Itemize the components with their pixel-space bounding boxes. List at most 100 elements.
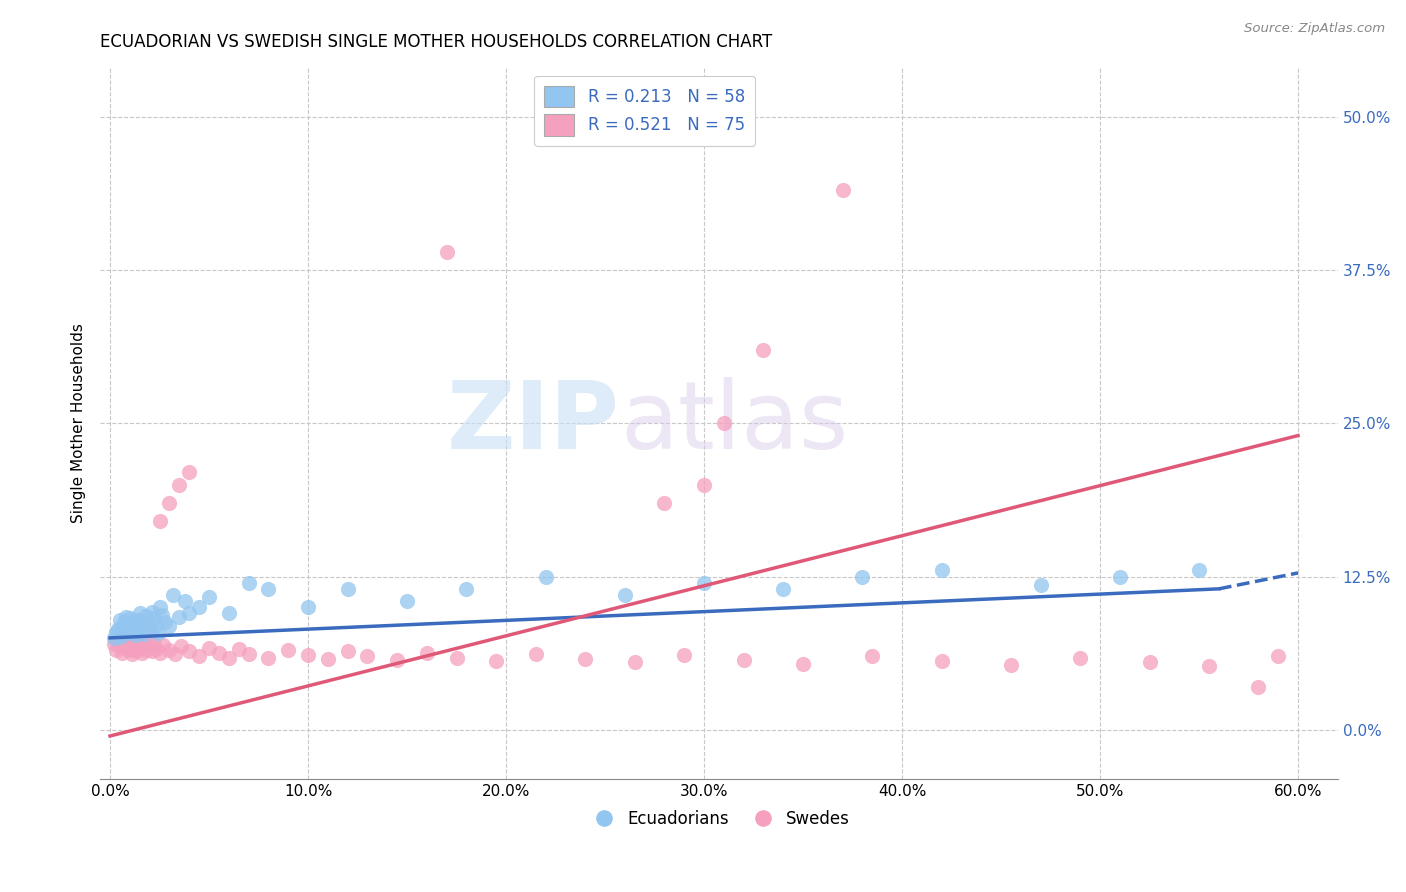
- Point: [752, 343, 775, 357]
- Text: Source: ZipAtlas.com: Source: ZipAtlas.com: [1244, 22, 1385, 36]
- Point: [135, 608, 157, 623]
- Point: [121, 647, 143, 661]
- Point: [169, 610, 191, 624]
- Point: [108, 613, 131, 627]
- Point: [152, 638, 174, 652]
- Point: [125, 618, 148, 632]
- Point: [159, 643, 181, 657]
- Point: [524, 647, 547, 661]
- Point: [1000, 657, 1022, 672]
- Point: [121, 617, 143, 632]
- Point: [117, 636, 139, 650]
- Point: [141, 605, 163, 619]
- Point: [107, 634, 129, 648]
- Point: [108, 631, 131, 645]
- Point: [112, 615, 135, 629]
- Point: [141, 644, 163, 658]
- Point: [115, 634, 138, 648]
- Point: [115, 618, 138, 632]
- Point: [131, 615, 153, 629]
- Point: [162, 588, 184, 602]
- Point: [733, 653, 755, 667]
- Point: [613, 588, 636, 602]
- Point: [238, 575, 260, 590]
- Point: [142, 637, 165, 651]
- Legend: Ecuadorians, Swedes: Ecuadorians, Swedes: [581, 804, 856, 835]
- Point: [131, 646, 153, 660]
- Point: [623, 656, 645, 670]
- Point: [1198, 659, 1220, 673]
- Point: [118, 621, 141, 635]
- Point: [170, 640, 193, 654]
- Point: [1188, 564, 1211, 578]
- Point: [122, 623, 145, 637]
- Point: [831, 183, 853, 197]
- Point: [395, 594, 418, 608]
- Point: [128, 621, 150, 635]
- Point: [159, 496, 181, 510]
- Point: [150, 607, 173, 622]
- Point: [188, 649, 211, 664]
- Point: [1247, 680, 1270, 694]
- Point: [188, 600, 211, 615]
- Point: [138, 623, 160, 637]
- Point: [179, 607, 201, 621]
- Point: [122, 614, 145, 628]
- Point: [1108, 569, 1130, 583]
- Point: [931, 654, 953, 668]
- Point: [218, 650, 240, 665]
- Point: [111, 646, 134, 660]
- Point: [228, 642, 250, 657]
- Point: [115, 610, 138, 624]
- Point: [128, 607, 150, 621]
- Point: [456, 582, 478, 596]
- Point: [574, 651, 596, 665]
- Point: [103, 637, 125, 651]
- Point: [118, 611, 141, 625]
- Point: [145, 642, 167, 657]
- Point: [132, 638, 155, 652]
- Point: [179, 466, 201, 480]
- Point: [142, 611, 165, 625]
- Point: [1069, 650, 1091, 665]
- Point: [138, 640, 160, 654]
- Point: [297, 600, 319, 615]
- Point: [860, 649, 883, 664]
- Point: [125, 644, 148, 658]
- Point: [118, 640, 141, 654]
- Point: [146, 626, 169, 640]
- Point: [436, 244, 458, 259]
- Point: [145, 618, 167, 632]
- Point: [118, 633, 141, 648]
- Point: [208, 646, 231, 660]
- Point: [165, 647, 187, 661]
- Point: [257, 582, 280, 596]
- Point: [1029, 578, 1052, 592]
- Point: [336, 582, 359, 596]
- Point: [238, 647, 260, 661]
- Point: [218, 607, 240, 621]
- Point: [673, 648, 696, 662]
- Point: [792, 657, 814, 671]
- Point: [356, 649, 378, 664]
- Point: [159, 618, 181, 632]
- Point: [121, 638, 143, 652]
- Point: [772, 582, 794, 596]
- Point: [108, 630, 131, 644]
- Point: [198, 640, 221, 655]
- Point: [446, 650, 468, 665]
- Point: [117, 616, 139, 631]
- Point: [654, 496, 676, 510]
- Point: [277, 643, 299, 657]
- Text: ZIP: ZIP: [447, 377, 620, 469]
- Point: [122, 636, 145, 650]
- Point: [198, 591, 221, 605]
- Point: [416, 646, 439, 660]
- Point: [169, 477, 191, 491]
- Point: [257, 650, 280, 665]
- Point: [127, 637, 149, 651]
- Point: [117, 643, 139, 657]
- Point: [713, 417, 735, 431]
- Text: ECUADORIAN VS SWEDISH SINGLE MOTHER HOUSEHOLDS CORRELATION CHART: ECUADORIAN VS SWEDISH SINGLE MOTHER HOUS…: [100, 33, 772, 51]
- Point: [316, 651, 339, 665]
